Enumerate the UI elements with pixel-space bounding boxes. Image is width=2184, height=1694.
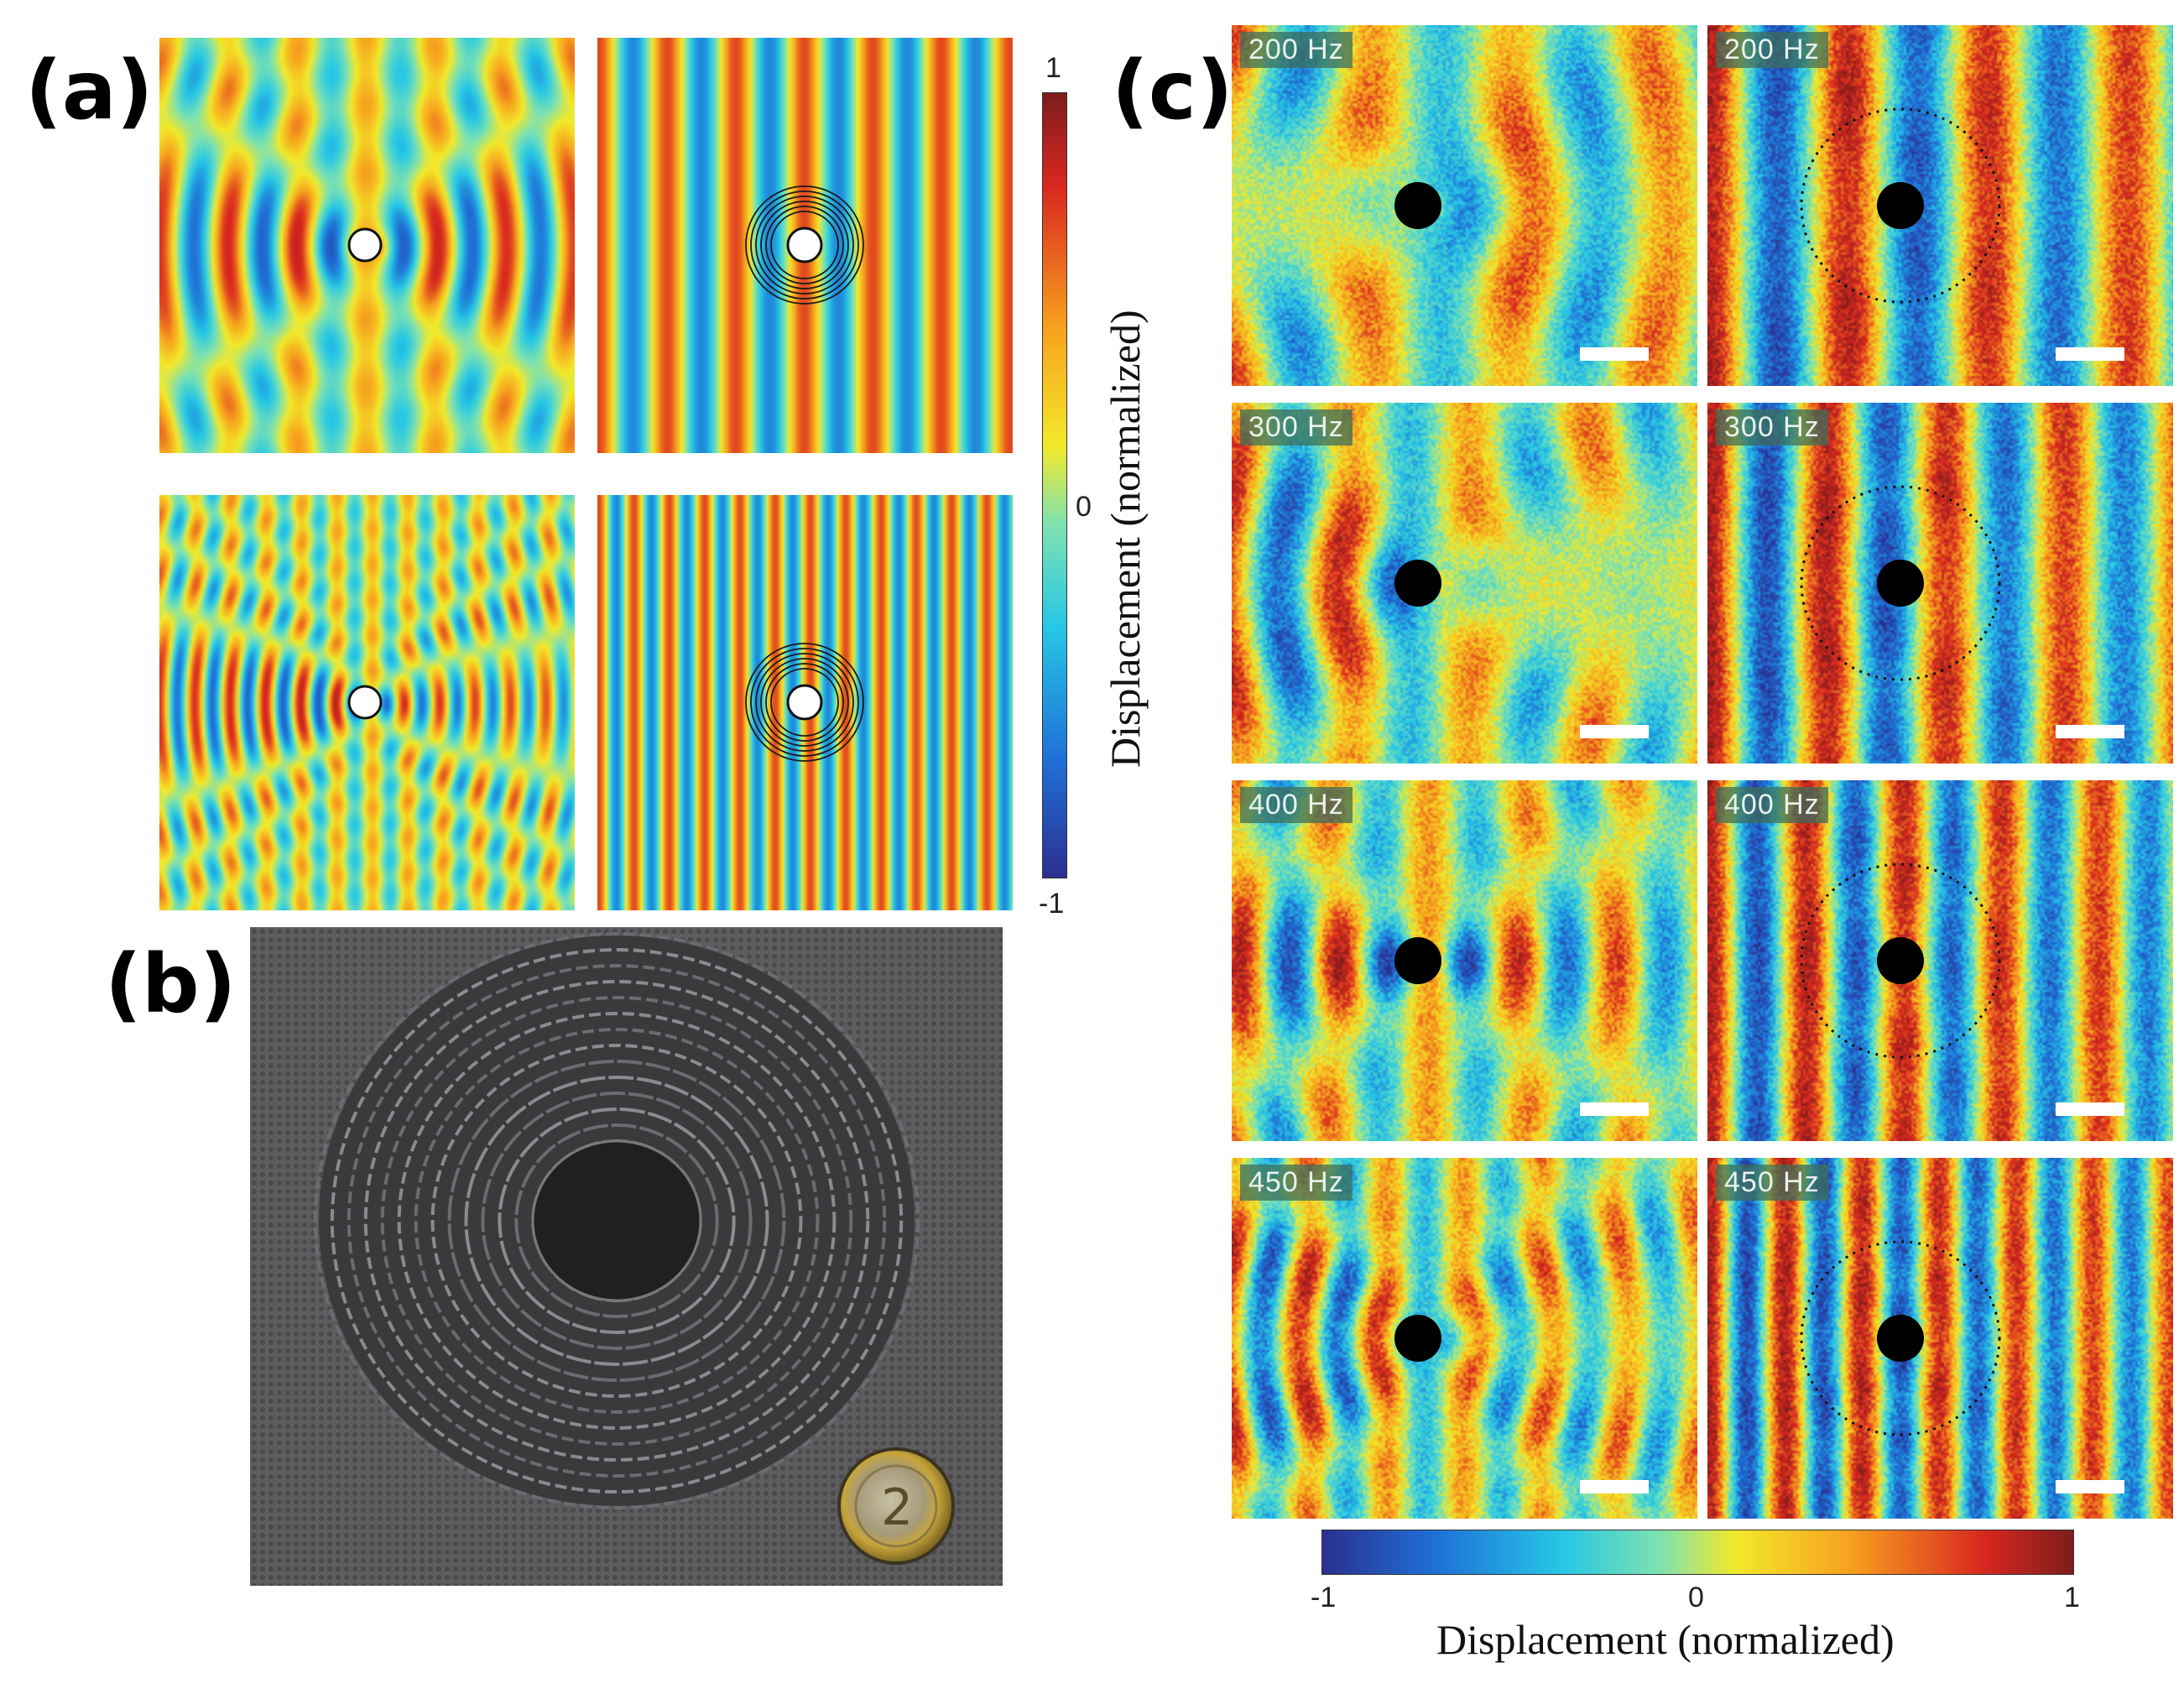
- colorbar-a-mid-label: 0: [1076, 491, 1092, 524]
- coin-icon: 2: [839, 1449, 953, 1563]
- obstacle-icon: [1877, 182, 1924, 229]
- obstacle-icon: [1394, 182, 1441, 229]
- frequency-label: 450 Hz: [1716, 1165, 1828, 1201]
- frequency-label: 200 Hz: [1240, 32, 1353, 68]
- colorbar-c-title: Displacement (normalized): [1436, 1615, 1895, 1664]
- obstacle-overlay: [597, 38, 1013, 453]
- overlay: [1707, 1158, 2173, 1519]
- frequency-label: 450 Hz: [1240, 1165, 1353, 1201]
- scale-bar: [2056, 347, 2124, 361]
- overlay: [1232, 25, 1697, 386]
- measured-field-without-cloak: 400 Hz: [1232, 780, 1697, 1141]
- colorbar-a-min-label: -1: [1039, 888, 1064, 920]
- obstacle-icon: [1394, 937, 1441, 984]
- colorbar-a-max-label: 1: [1045, 52, 1061, 85]
- measured-field-with-cloak: 300 Hz: [1707, 403, 2173, 764]
- scale-bar: [1580, 347, 1649, 361]
- obstacle-icon: [1394, 560, 1441, 607]
- overlay: [1232, 780, 1697, 1141]
- cloak-photo-svg: 2: [250, 927, 1003, 1586]
- scale-bar: [2056, 725, 2124, 738]
- obstacle-overlay: [597, 495, 1013, 910]
- obstacle-icon: [1877, 1315, 1924, 1362]
- coin-text: 2: [881, 1478, 913, 1537]
- overlay: [1707, 780, 2173, 1141]
- simulation-map-bare-low: [159, 38, 575, 453]
- obstacle-icon: [349, 686, 381, 718]
- frequency-label: 200 Hz: [1716, 32, 1828, 68]
- cloak-rings: [315, 934, 918, 1508]
- obstacle-icon: [1394, 1315, 1441, 1362]
- colorbar-c-min-label: -1: [1311, 1582, 1336, 1614]
- obstacle-overlay: [159, 38, 575, 453]
- cloak-core: [533, 1141, 701, 1300]
- frequency-label: 400 Hz: [1240, 787, 1353, 823]
- colorbar-c-mid-label: 0: [1688, 1582, 1704, 1614]
- simulation-map-cloak-low: [597, 38, 1013, 453]
- simulation-map-bare-high: [159, 495, 575, 910]
- obstacle-icon: [1877, 560, 1924, 607]
- scale-bar: [2056, 1102, 2124, 1116]
- obstacle-icon: [1877, 937, 1924, 984]
- overlay: [1232, 1158, 1697, 1519]
- scale-bar: [1580, 1102, 1649, 1116]
- panel-label-c: (c): [1112, 50, 1233, 131]
- overlay: [1232, 403, 1697, 764]
- cloak-photo: 2: [250, 927, 1003, 1586]
- scale-bar: [1580, 1480, 1649, 1493]
- colorbar-a-title: Displacement (normalized): [1101, 310, 1149, 768]
- colorbar-a: [1042, 92, 1067, 878]
- obstacle-icon: [788, 228, 821, 262]
- measured-field-without-cloak: 450 Hz: [1232, 1158, 1697, 1519]
- frequency-label: 300 Hz: [1716, 409, 1828, 446]
- measured-field-without-cloak: 200 Hz: [1232, 25, 1697, 386]
- panel-label-a: (a): [25, 50, 154, 131]
- scale-bar: [2056, 1480, 2124, 1493]
- colorbar-c: [1321, 1530, 2074, 1575]
- obstacle-overlay: [159, 495, 575, 910]
- scale-bar: [1580, 725, 1649, 738]
- measured-field-with-cloak: 200 Hz: [1707, 25, 2173, 386]
- measured-field-with-cloak: 450 Hz: [1707, 1158, 2173, 1519]
- simulation-map-cloak-high: [597, 495, 1013, 910]
- frequency-label: 300 Hz: [1240, 409, 1353, 446]
- frequency-label: 400 Hz: [1716, 787, 1828, 823]
- obstacle-icon: [349, 229, 381, 261]
- measured-field-without-cloak: 300 Hz: [1232, 403, 1697, 764]
- measured-field-with-cloak: 400 Hz: [1707, 780, 2173, 1141]
- colorbar-c-max-label: 1: [2064, 1582, 2080, 1614]
- obstacle-icon: [788, 685, 821, 719]
- overlay: [1707, 403, 2173, 764]
- overlay: [1707, 25, 2173, 386]
- panel-label-b: (b): [105, 944, 236, 1024]
